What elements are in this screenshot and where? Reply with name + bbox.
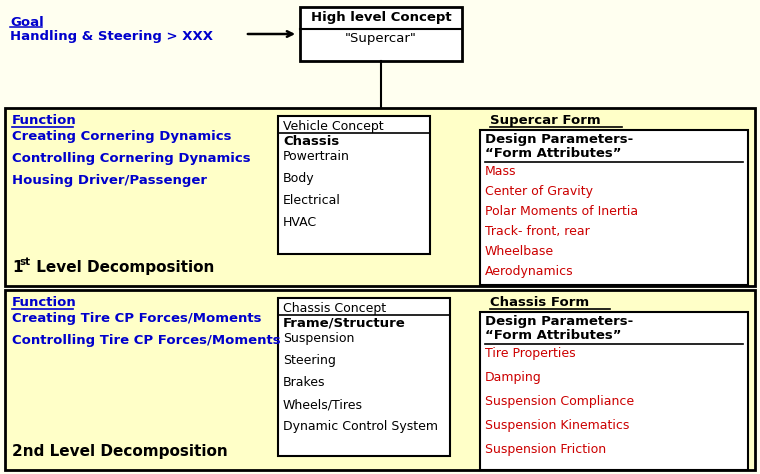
Text: Electrical: Electrical (283, 194, 341, 207)
Text: 2nd Level Decomposition: 2nd Level Decomposition (12, 444, 228, 459)
Text: Polar Moments of Inertia: Polar Moments of Inertia (485, 205, 638, 218)
Text: Wheels/Tires: Wheels/Tires (283, 398, 363, 411)
Text: Dynamic Control System: Dynamic Control System (283, 420, 438, 433)
Text: Damping: Damping (485, 371, 542, 384)
FancyBboxPatch shape (300, 7, 462, 61)
Text: 1: 1 (12, 260, 23, 275)
FancyBboxPatch shape (5, 108, 755, 286)
Text: Body: Body (283, 172, 315, 185)
FancyBboxPatch shape (278, 298, 450, 456)
Text: Creating Cornering Dynamics: Creating Cornering Dynamics (12, 130, 232, 143)
Text: Level Decomposition: Level Decomposition (31, 260, 214, 275)
FancyBboxPatch shape (480, 312, 748, 470)
Text: “Form Attributes”: “Form Attributes” (485, 147, 622, 160)
Text: st: st (20, 257, 31, 267)
Text: HVAC: HVAC (283, 216, 317, 229)
Text: “Form Attributes”: “Form Attributes” (485, 329, 622, 342)
Text: Supercar Form: Supercar Form (490, 114, 600, 127)
Text: Steering: Steering (283, 354, 336, 367)
Text: Center of Gravity: Center of Gravity (485, 185, 593, 198)
Text: "Supercar": "Supercar" (345, 32, 417, 45)
Text: Design Parameters-: Design Parameters- (485, 315, 633, 328)
Text: Mass: Mass (485, 165, 517, 178)
Text: Suspension: Suspension (283, 332, 354, 345)
Text: Vehicle Concept: Vehicle Concept (283, 120, 384, 133)
Text: Function: Function (12, 296, 77, 309)
Text: Track- front, rear: Track- front, rear (485, 225, 590, 238)
FancyBboxPatch shape (5, 290, 755, 470)
Text: Handling & Steering > XXX: Handling & Steering > XXX (10, 30, 213, 43)
Text: Goal: Goal (10, 16, 44, 29)
FancyBboxPatch shape (278, 116, 430, 254)
Text: Design Parameters-: Design Parameters- (485, 133, 633, 146)
Text: Suspension Kinematics: Suspension Kinematics (485, 419, 629, 432)
Text: High level Concept: High level Concept (311, 11, 451, 24)
FancyBboxPatch shape (480, 130, 748, 285)
Text: Housing Driver/Passenger: Housing Driver/Passenger (12, 174, 207, 187)
Text: Controlling Tire CP Forces/Moments: Controlling Tire CP Forces/Moments (12, 334, 280, 347)
Text: Frame/Structure: Frame/Structure (283, 317, 406, 330)
Text: Tire Properties: Tire Properties (485, 347, 575, 360)
Text: Powertrain: Powertrain (283, 150, 350, 163)
Text: Suspension Friction: Suspension Friction (485, 443, 606, 456)
Text: Function: Function (12, 114, 77, 127)
Text: Chassis Concept: Chassis Concept (283, 302, 386, 315)
Text: Wheelbase: Wheelbase (485, 245, 554, 258)
Text: Chassis: Chassis (283, 135, 339, 148)
Text: Suspension Compliance: Suspension Compliance (485, 395, 634, 408)
Text: Chassis Form: Chassis Form (490, 296, 589, 309)
Text: Controlling Cornering Dynamics: Controlling Cornering Dynamics (12, 152, 251, 165)
Text: Aerodynamics: Aerodynamics (485, 265, 574, 278)
Text: Creating Tire CP Forces/Moments: Creating Tire CP Forces/Moments (12, 312, 261, 325)
Text: Brakes: Brakes (283, 376, 325, 389)
